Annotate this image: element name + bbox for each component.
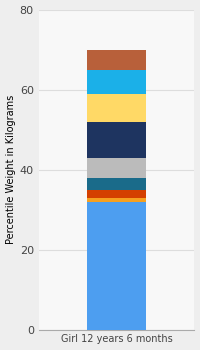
Bar [87, 190, 146, 197]
Bar [87, 177, 146, 190]
Bar [87, 158, 146, 177]
Bar [87, 70, 146, 93]
Bar [87, 50, 146, 70]
Bar [87, 197, 146, 202]
Bar [87, 202, 146, 330]
Bar [87, 121, 146, 158]
Bar [87, 93, 146, 121]
Y-axis label: Percentile Weight in Kilograms: Percentile Weight in Kilograms [6, 95, 16, 244]
